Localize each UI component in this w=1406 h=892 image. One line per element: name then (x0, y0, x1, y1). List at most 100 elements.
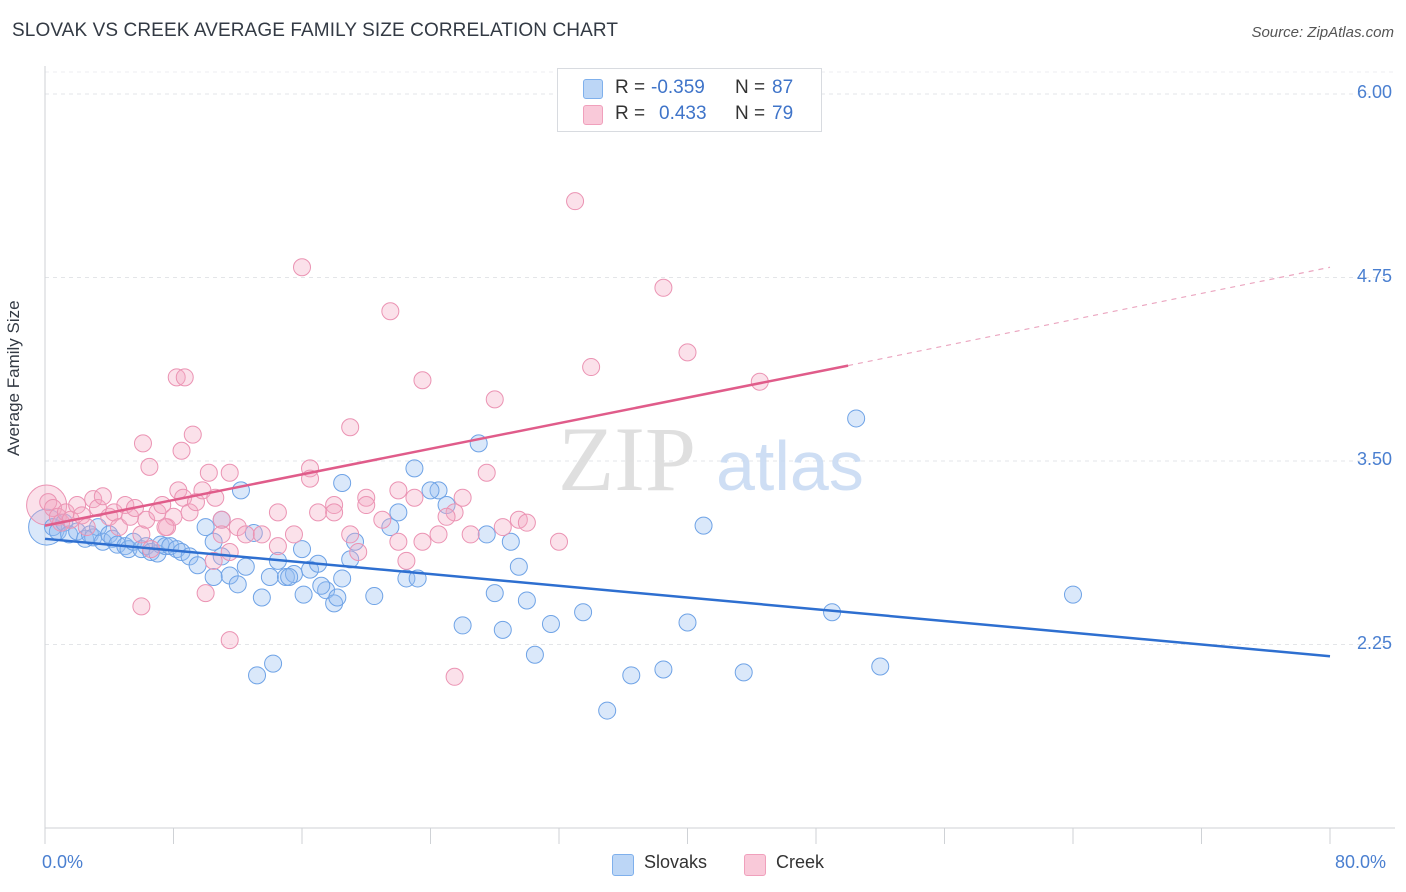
point-creek (349, 543, 368, 562)
data-points (26, 192, 1082, 720)
point-slovaks (574, 603, 593, 622)
point-slovaks (365, 587, 384, 606)
point-creek (437, 507, 456, 526)
legend-box: R = -0.359 N = 87 R = 0.433 N = 79 (557, 68, 822, 132)
point-creek (172, 441, 191, 460)
point-creek (204, 551, 223, 570)
legend-n-value: 79 (772, 103, 794, 124)
point-slovaks (485, 584, 504, 603)
bottom-legend-label: Slovaks (644, 852, 708, 872)
y-tick-label: 2.25 (1356, 632, 1392, 653)
point-slovaks (280, 567, 299, 586)
source-label: Source: ZipAtlas.com (1251, 24, 1394, 41)
point-creek (236, 525, 255, 544)
watermark-atlas: atlas (716, 427, 864, 505)
point-creek (309, 503, 328, 522)
point-slovaks (421, 481, 440, 500)
point-creek (445, 503, 464, 522)
point-slovaks (389, 503, 408, 522)
point-creek (566, 192, 585, 211)
point-creek (39, 493, 58, 512)
point-creek (678, 343, 697, 362)
trend-lines (44, 266, 1331, 658)
point-slovaks (294, 585, 313, 604)
point-slovaks (847, 409, 866, 428)
point-slovaks (204, 567, 223, 586)
point-creek (186, 493, 205, 512)
point-slovaks (654, 660, 673, 679)
point-slovaks (622, 666, 641, 685)
point-slovaks (678, 613, 697, 632)
point-creek (445, 667, 464, 686)
point-slovaks (248, 666, 267, 685)
x-tick-max: 80.0% (1335, 852, 1387, 872)
y-tick-label: 4.75 (1356, 265, 1392, 286)
point-slovaks (312, 576, 331, 595)
point-slovaks (501, 532, 520, 551)
legend-swatch-slovaks (583, 79, 603, 99)
point-slovaks (228, 575, 247, 594)
point-slovaks (333, 569, 352, 588)
point-creek (268, 503, 287, 522)
point-creek (517, 513, 536, 532)
legend-n-label: N = (735, 103, 766, 124)
point-creek (357, 496, 376, 515)
legend-r-value: -0.359 (651, 77, 705, 98)
point-slovaks (333, 474, 352, 493)
point-slovaks (196, 518, 215, 537)
point-slovaks (236, 557, 255, 576)
trend-line-dashed-creek (848, 266, 1331, 367)
legend-n-value: 87 (772, 77, 794, 98)
point-slovaks (477, 525, 496, 544)
axes (44, 66, 1395, 844)
point-slovaks (694, 516, 713, 535)
point-creek (453, 488, 472, 507)
point-creek (220, 631, 239, 650)
point-creek (180, 503, 199, 522)
y-tick-label: 6.00 (1356, 82, 1392, 103)
point-creek (413, 371, 432, 390)
point-creek (220, 463, 239, 482)
legend-r-value: 0.433 (659, 103, 707, 124)
trend-line-slovaks (44, 537, 1331, 658)
point-creek (477, 463, 496, 482)
point-creek (268, 537, 287, 556)
legend-r-label: R = (615, 103, 646, 124)
point-creek (654, 278, 673, 297)
watermark-zip: ZIP (558, 408, 696, 510)
point-slovaks (871, 657, 890, 676)
point-slovaks (493, 620, 512, 639)
point-creek (183, 425, 202, 444)
point-creek (252, 525, 271, 544)
chart-title: SLOVAK VS CREEK AVERAGE FAMILY SIZE CORR… (12, 20, 619, 41)
bottom-legend-label: Creek (776, 852, 825, 872)
point-creek (389, 481, 408, 500)
bottom-legend-swatch-slovaks (612, 854, 634, 876)
legend-n-label: N = (735, 77, 766, 98)
x-tick-min: 0.0% (42, 852, 84, 872)
point-slovaks (541, 614, 560, 633)
point-creek (137, 510, 156, 529)
point-creek (325, 503, 344, 522)
watermark: ZIP atlas (558, 408, 864, 510)
point-creek (373, 510, 392, 529)
point-creek (132, 597, 151, 616)
point-creek (493, 518, 512, 537)
point-creek (381, 302, 400, 321)
point-creek (93, 487, 112, 506)
point-creek (140, 457, 159, 476)
point-creek (109, 518, 128, 537)
point-creek (156, 518, 175, 537)
point-slovaks (734, 663, 753, 682)
point-creek (196, 584, 215, 603)
point-slovaks (517, 591, 536, 610)
point-creek (341, 418, 360, 437)
point-creek (212, 510, 231, 529)
y-axis-label: Average Family Size (4, 300, 23, 456)
point-slovaks (264, 654, 283, 673)
bottom-legend-swatch-creek (744, 854, 766, 876)
point-slovaks (325, 594, 344, 613)
trend-line-creek (44, 364, 849, 527)
point-slovaks (188, 556, 207, 575)
